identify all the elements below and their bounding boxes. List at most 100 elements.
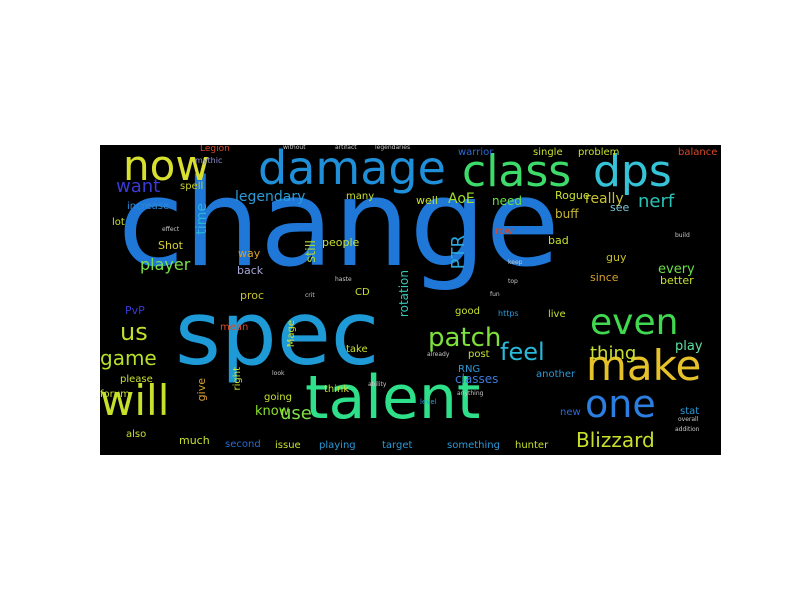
- word-buff: buff: [555, 207, 579, 221]
- word-change: change: [118, 155, 560, 294]
- word-use: use: [280, 403, 312, 424]
- word-post: post: [468, 349, 490, 360]
- word-stat: stat: [680, 406, 700, 417]
- word-problem: problem: [578, 147, 620, 158]
- word-bad: bad: [548, 234, 569, 247]
- word-single: single: [533, 147, 563, 158]
- word-way: way: [238, 247, 261, 260]
- word-haste: haste: [335, 276, 352, 283]
- word-second: second: [225, 439, 261, 450]
- word-lot: lot: [112, 217, 125, 228]
- word-anything: anything: [457, 390, 484, 397]
- word-classes: classes: [455, 372, 499, 386]
- word-legendaries: legendaries: [375, 145, 411, 151]
- word-proc: proc: [240, 289, 265, 302]
- word-hunter: hunter: [515, 440, 549, 451]
- word-since: since: [590, 271, 619, 284]
- word-people: people: [322, 236, 360, 249]
- word-look: look: [272, 370, 285, 377]
- word-balance: balance: [678, 147, 718, 158]
- word-target: target: [382, 440, 413, 451]
- word-rotation: rotation: [397, 270, 411, 318]
- word-effect: effect: [162, 226, 180, 233]
- word-rogue: Rogue: [555, 189, 590, 202]
- word-forum: forum: [100, 389, 130, 400]
- word-blizzard: Blizzard: [576, 428, 655, 452]
- word-now: now: [123, 145, 210, 190]
- word-time: time: [194, 203, 210, 235]
- word-think: think: [324, 384, 350, 395]
- word-give: give: [195, 378, 208, 402]
- word-ptr: PTR: [448, 235, 469, 270]
- word-aoe: AoE: [448, 191, 475, 207]
- word-play: play: [675, 339, 703, 354]
- word-know: know: [255, 404, 290, 419]
- word-player: player: [140, 255, 191, 274]
- word-https: https: [498, 309, 519, 318]
- word-feel: feel: [500, 338, 545, 366]
- word-crit: crit: [305, 292, 315, 299]
- word-build: build: [675, 232, 690, 239]
- word-legendary: legendary: [235, 189, 306, 205]
- word-us: us: [120, 318, 148, 346]
- word-much: much: [179, 434, 210, 447]
- word-artifact: artifact: [335, 145, 357, 151]
- word-cloud: change spec talent damage class dps now will mak…: [100, 145, 721, 455]
- word-top: top: [508, 278, 518, 285]
- word-rng: RNG: [458, 364, 481, 375]
- word-addition: addition: [675, 426, 700, 433]
- word-ability: ability: [368, 381, 387, 388]
- word-legion: Legion: [200, 145, 230, 154]
- word-good: good: [455, 306, 480, 317]
- word-see: see: [610, 201, 630, 214]
- word-mean: mean: [220, 322, 249, 333]
- word-need: need: [492, 194, 522, 208]
- word-class: class: [462, 146, 572, 197]
- word-talent: talent: [305, 363, 481, 433]
- word-patch: patch: [428, 323, 502, 353]
- word-level: level: [420, 398, 437, 406]
- word-another: another: [536, 369, 576, 380]
- word-really: really: [585, 191, 624, 207]
- word-going: going: [264, 392, 292, 403]
- word-thing: thing: [590, 343, 637, 364]
- word-take: take: [346, 344, 368, 355]
- word-every: every: [658, 262, 695, 277]
- word-spell: spell: [180, 181, 204, 192]
- word-game: game: [100, 346, 157, 370]
- word-damage: damage: [258, 145, 446, 195]
- word-playing: playing: [319, 440, 356, 451]
- word-issue: issue: [275, 440, 301, 451]
- word-increase: increase: [127, 201, 170, 212]
- word-also: also: [126, 429, 147, 440]
- word-shot: Shot: [158, 239, 183, 252]
- word-new: new: [560, 407, 581, 418]
- word-already: already: [427, 351, 450, 358]
- word-nerf: nerf: [638, 191, 675, 212]
- word-right: right: [232, 367, 243, 391]
- word-make: make: [586, 341, 702, 390]
- word-mage: Mage: [286, 320, 297, 348]
- word-will: will: [100, 376, 170, 425]
- word-please: please: [120, 374, 153, 385]
- word-cd: CD: [355, 287, 370, 298]
- word-back: back: [237, 264, 264, 277]
- word-warrior: warrior: [458, 147, 494, 158]
- word-pvp: PvP: [125, 304, 145, 317]
- word-still: still: [304, 240, 319, 263]
- word-dps: dps: [593, 146, 672, 197]
- word-something: something: [447, 440, 500, 451]
- word-row: row: [495, 226, 514, 237]
- word-overall: overall: [678, 416, 699, 423]
- word-many: many: [346, 191, 375, 202]
- word-without: without: [283, 145, 306, 151]
- word-spec: spec: [175, 282, 380, 385]
- word-live: live: [548, 309, 566, 320]
- word-well: well: [416, 194, 438, 207]
- word-guy: guy: [606, 251, 627, 264]
- word-mythic: mythic: [195, 156, 223, 165]
- word-one: one: [585, 382, 656, 426]
- word-better: better: [660, 274, 694, 287]
- word-keep: keep: [508, 259, 523, 266]
- word-fun: fun: [490, 291, 500, 298]
